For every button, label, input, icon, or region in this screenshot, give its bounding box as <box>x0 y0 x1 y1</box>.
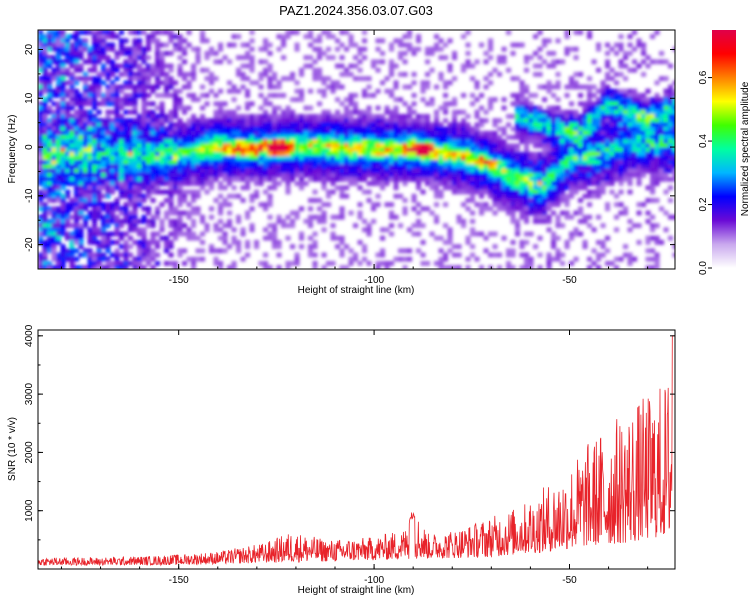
spectrogram-y-axis: -20 -10 0 10 20 <box>24 44 675 270</box>
snr-frame <box>37 329 676 570</box>
x-tick-label: -50 <box>562 275 577 286</box>
colorbar-tick-label: 0.4 <box>698 134 709 148</box>
spectrogram-cells <box>38 30 675 269</box>
y-tick-label: 2000 <box>24 441 35 464</box>
y-tick-label: 1000 <box>24 499 35 522</box>
y-tick-label: 10 <box>24 92 35 104</box>
snr-x-label: Height of straight line (km) <box>298 585 415 596</box>
snr-x-axis: -150 -100 -50 <box>60 330 649 586</box>
snr-panel: -150 -100 -50 1000 2000 3000 4000 Height of s… <box>7 324 676 596</box>
spectrogram-y-label: Frequency (Hz) <box>7 115 18 184</box>
x-tick-label: -150 <box>169 575 189 586</box>
colorbar-label: Normalized spectral amplitude <box>740 81 750 216</box>
x-tick-label: -150 <box>169 275 189 286</box>
colorbar-tick-label: 0.2 <box>698 197 709 211</box>
y-tick-label: 4000 <box>24 324 35 347</box>
spectrogram-x-axis: -150 -100 -50 <box>60 30 649 286</box>
snr-background <box>38 330 675 569</box>
y-tick-label: 0 <box>24 144 35 150</box>
figure-title: PAZ1.2024.356.03.07.G03 <box>279 3 433 18</box>
y-tick-label: -20 <box>24 237 35 252</box>
snr-series-line <box>38 335 675 567</box>
colorbar: 0.0 0.2 0.4 0.6 Normalized spectral amplitu… <box>698 30 750 275</box>
spectrogram-x-label: Height of straight line (km) <box>298 285 415 296</box>
x-tick-label: -100 <box>364 275 384 286</box>
colorbar-gradient <box>712 30 736 268</box>
x-tick-label: -100 <box>364 575 384 586</box>
y-tick-label: -10 <box>24 188 35 203</box>
colorbar-tick-label: 0.0 <box>698 261 709 275</box>
colorbar-ticks: 0.0 0.2 0.4 0.6 <box>698 70 712 275</box>
x-tick-label: -50 <box>562 575 577 586</box>
spectrogram-frame <box>37 29 676 270</box>
y-tick-label: 3000 <box>24 383 35 406</box>
snr-y-label: SNR (10 * v/v) <box>7 417 18 481</box>
y-tick-label: 20 <box>24 44 35 56</box>
snr-y-axis: 1000 2000 3000 4000 <box>24 324 675 541</box>
colorbar-tick-label: 0.6 <box>698 70 709 84</box>
